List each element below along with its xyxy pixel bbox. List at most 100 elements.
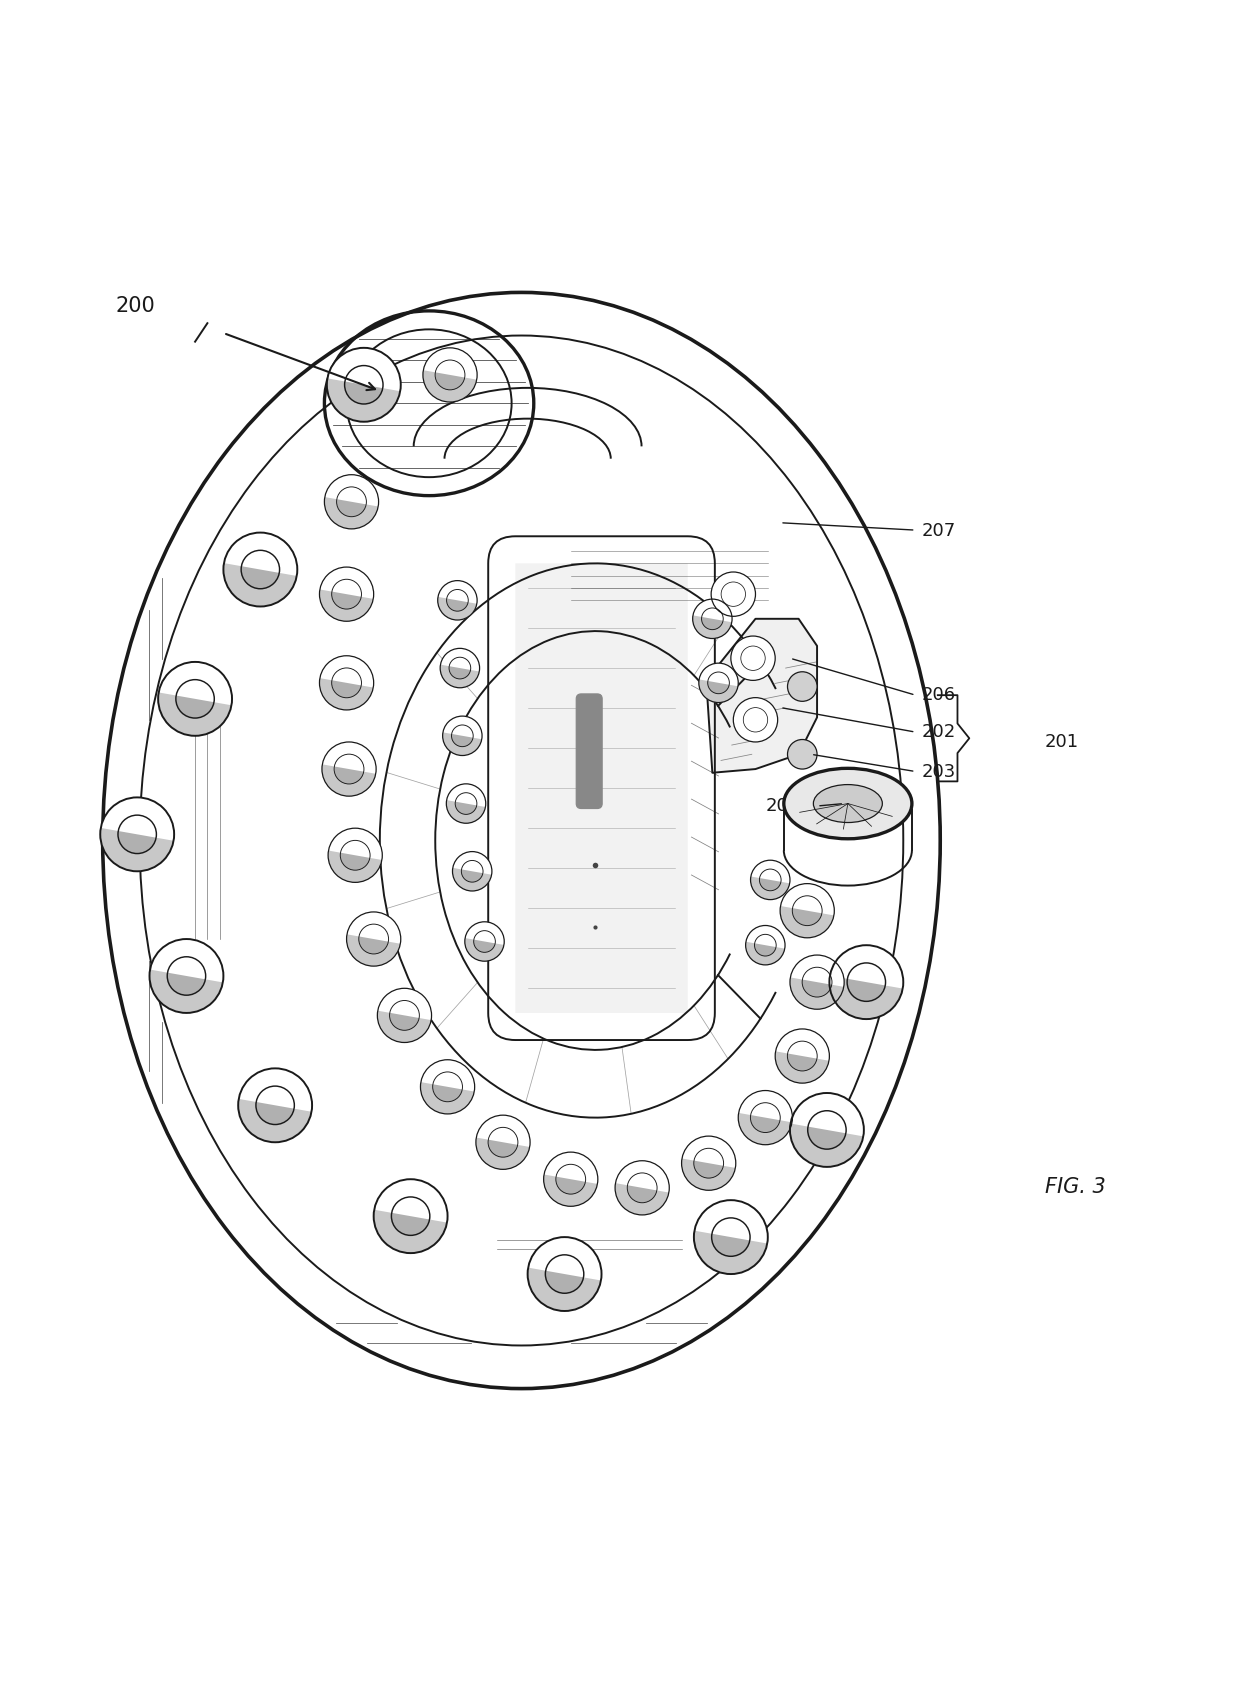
Circle shape [802,967,832,997]
Circle shape [331,668,362,698]
Wedge shape [345,382,383,405]
Circle shape [787,1041,817,1071]
Circle shape [556,1164,585,1194]
Wedge shape [255,1102,294,1125]
Circle shape [627,1174,657,1203]
Circle shape [745,925,785,965]
Circle shape [740,646,765,671]
Circle shape [708,673,729,695]
Wedge shape [790,977,843,1009]
Circle shape [830,945,903,1019]
Wedge shape [346,935,401,967]
Text: FIG. 3: FIG. 3 [1045,1176,1106,1196]
Circle shape [455,794,477,814]
Wedge shape [745,942,785,965]
Circle shape [750,861,790,900]
Wedge shape [807,1127,846,1149]
Circle shape [712,1218,750,1256]
Circle shape [792,897,822,927]
Text: 200: 200 [115,296,155,316]
Wedge shape [802,981,832,997]
Circle shape [682,1137,735,1191]
Circle shape [780,885,835,939]
Circle shape [223,533,298,607]
Wedge shape [329,851,382,883]
Circle shape [693,1149,724,1179]
Circle shape [451,725,474,747]
Text: 202: 202 [921,722,956,740]
Circle shape [420,1060,475,1113]
Wedge shape [546,1272,584,1293]
Circle shape [615,1161,670,1214]
Wedge shape [435,373,465,390]
Wedge shape [438,597,477,621]
Circle shape [743,708,768,733]
Circle shape [100,797,174,871]
Wedge shape [694,1231,768,1275]
Wedge shape [775,1051,830,1083]
Wedge shape [461,870,482,883]
Circle shape [340,841,370,871]
Circle shape [738,1092,792,1145]
Wedge shape [449,666,470,680]
Circle shape [790,955,844,1009]
FancyBboxPatch shape [577,695,603,809]
Circle shape [159,663,232,737]
Wedge shape [167,974,206,996]
Wedge shape [489,1140,517,1157]
Circle shape [438,582,477,621]
Wedge shape [446,801,485,824]
Circle shape [325,476,378,530]
Circle shape [465,922,505,962]
Circle shape [453,853,492,891]
Circle shape [489,1127,518,1157]
Wedge shape [465,939,503,962]
Wedge shape [423,372,476,402]
Circle shape [443,717,482,757]
Circle shape [693,600,732,639]
Wedge shape [699,680,738,703]
Circle shape [702,609,723,631]
Circle shape [790,1093,864,1167]
Wedge shape [433,1085,463,1102]
Wedge shape [750,876,790,900]
Wedge shape [627,1186,657,1203]
Wedge shape [693,616,732,639]
Wedge shape [474,940,495,952]
Circle shape [787,673,817,701]
Wedge shape [331,592,361,609]
Circle shape [423,348,477,402]
Circle shape [331,580,362,609]
Circle shape [759,870,781,891]
Wedge shape [693,1161,723,1179]
Wedge shape [377,1011,432,1043]
Wedge shape [440,666,480,688]
Wedge shape [787,1055,817,1071]
Circle shape [322,742,376,797]
Wedge shape [830,976,903,1019]
Wedge shape [336,500,366,518]
Circle shape [392,1198,430,1236]
Wedge shape [455,802,476,814]
FancyBboxPatch shape [516,563,688,1013]
Wedge shape [528,1268,601,1312]
Wedge shape [738,1113,792,1145]
Wedge shape [118,831,156,854]
Circle shape [446,590,469,612]
Circle shape [320,656,373,710]
Circle shape [327,348,401,422]
Circle shape [543,1152,598,1206]
Text: 201: 201 [1045,732,1079,750]
Wedge shape [712,1235,750,1256]
Circle shape [345,367,383,405]
Polygon shape [707,619,817,774]
Wedge shape [682,1159,735,1191]
Wedge shape [790,1124,863,1167]
Circle shape [238,1068,312,1142]
Ellipse shape [813,785,883,822]
Wedge shape [754,944,776,957]
Circle shape [754,935,776,957]
Wedge shape [476,1139,529,1169]
Wedge shape [392,1213,429,1236]
Circle shape [118,816,156,854]
